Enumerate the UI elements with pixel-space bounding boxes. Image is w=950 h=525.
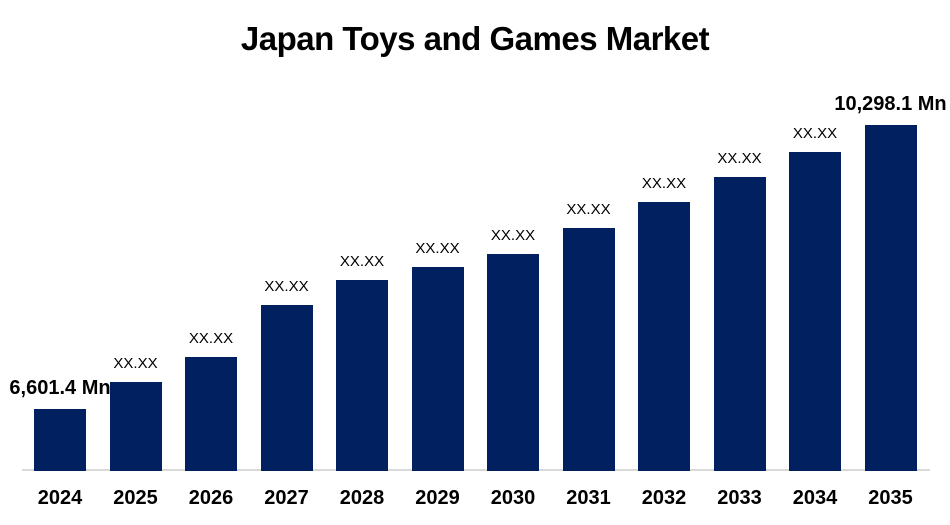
- x-axis-label-2025: 2025: [113, 487, 158, 509]
- x-axis-label-2028: 2028: [339, 487, 385, 509]
- bar-value-label-2032: XX.XX: [641, 175, 687, 192]
- x-axis-label-2031: 2031: [566, 487, 611, 509]
- bar-2026: [185, 357, 237, 471]
- bar-value-label-2027: XX.XX: [264, 278, 309, 295]
- bar-value-label-2030: XX.XX: [490, 227, 536, 244]
- bar-2034: [789, 152, 841, 471]
- bar-2030: [487, 254, 539, 471]
- bar-value-label-2025: XX.XX: [113, 355, 158, 372]
- bar-2024: [34, 409, 86, 471]
- x-axis-label-2026: 2026: [188, 487, 234, 509]
- x-axis-label-2032: 2032: [641, 487, 687, 509]
- bar-value-label-2028: XX.XX: [339, 253, 385, 270]
- x-axis-label-2027: 2027: [264, 487, 309, 509]
- bar-2029: [411, 267, 464, 471]
- bar-2032: [638, 202, 690, 471]
- bar-2035: [864, 125, 917, 471]
- bar-value-label-2033: XX.XX: [717, 150, 762, 167]
- bar-value-label-2031: XX.XX: [566, 201, 611, 218]
- chart-title: Japan Toys and Games Market: [240, 20, 710, 57]
- x-axis-label-2030: 2030: [490, 487, 536, 509]
- x-axis-label-2035: 2035: [868, 487, 913, 509]
- x-axis-label-2024: 2024: [37, 487, 83, 509]
- bar-value-label-2029: XX.XX: [415, 240, 460, 257]
- bar-2033: [713, 177, 766, 471]
- bar-value-label-2035: 10,298.1 Mn: [834, 93, 947, 115]
- x-axis-line: [22, 469, 930, 471]
- x-axis-label-2033: 2033: [717, 487, 762, 509]
- bar-2025: [109, 382, 162, 471]
- x-axis-label-2029: 2029: [415, 487, 460, 509]
- bar-2028: [336, 280, 388, 471]
- bar-value-label-2024: 6,601.4 Mn: [9, 377, 111, 399]
- bar-2031: [562, 228, 615, 471]
- bar-2027: [260, 305, 313, 471]
- bar-value-label-2034: XX.XX: [792, 125, 838, 142]
- bar-value-label-2026: XX.XX: [188, 330, 234, 347]
- x-axis-label-2034: 2034: [792, 487, 838, 509]
